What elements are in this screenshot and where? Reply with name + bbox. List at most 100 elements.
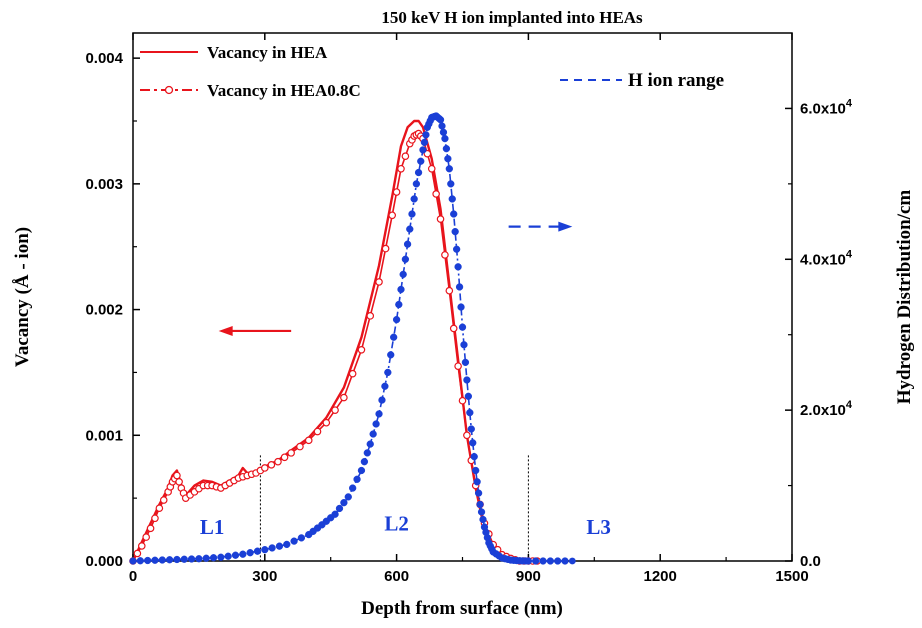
series-line xyxy=(132,115,573,562)
y-left-tick-label: 0.001 xyxy=(85,427,123,444)
region-label-l2: L2 xyxy=(384,511,409,535)
data-point xyxy=(384,368,392,377)
data-point xyxy=(381,244,390,253)
data-point xyxy=(458,323,467,331)
data-point xyxy=(422,131,430,139)
data-point xyxy=(457,303,465,311)
x-tick-label: 1500 xyxy=(775,568,808,585)
data-point xyxy=(442,145,451,153)
data-point xyxy=(142,533,150,541)
data-point xyxy=(470,453,478,461)
data-point xyxy=(445,165,453,173)
x-tick-label: 900 xyxy=(516,568,541,585)
data-point xyxy=(390,333,398,341)
data-point xyxy=(195,555,203,563)
y-right-tick-label: 2.0x104 xyxy=(800,399,853,419)
data-point xyxy=(143,556,152,565)
data-point xyxy=(464,392,473,400)
data-point xyxy=(297,534,306,542)
data-point xyxy=(420,138,429,147)
data-point xyxy=(331,510,339,518)
data-point xyxy=(397,164,405,173)
series-h-ion-range xyxy=(129,112,576,565)
data-point xyxy=(561,557,569,565)
data-point xyxy=(436,116,445,124)
data-point xyxy=(261,546,269,554)
data-point xyxy=(129,557,137,565)
data-point xyxy=(246,549,254,557)
data-point xyxy=(401,152,410,161)
data-point xyxy=(165,556,174,564)
data-point xyxy=(151,556,159,564)
data-point xyxy=(401,255,410,263)
data-point xyxy=(357,466,366,475)
data-point xyxy=(441,134,449,143)
data-point xyxy=(395,300,403,309)
data-point xyxy=(403,240,412,248)
data-point xyxy=(175,477,183,486)
data-point xyxy=(392,188,401,196)
data-point xyxy=(454,362,462,370)
region-label-l3: L3 xyxy=(586,515,611,539)
data-point xyxy=(441,251,449,259)
data-point xyxy=(448,195,456,203)
data-point xyxy=(399,270,407,279)
data-point xyxy=(460,341,468,349)
data-point xyxy=(419,146,427,154)
x-tick-label: 600 xyxy=(384,568,409,585)
data-point xyxy=(447,180,455,188)
axis-ticks: 0 300 600 900 1200 1500 0.000 0.001 0.002 0.003 0.… xyxy=(85,33,853,585)
data-point xyxy=(532,557,540,565)
y-left-axis-title: Vacancy (Å - ion) xyxy=(12,227,33,367)
data-point xyxy=(454,263,462,271)
data-point xyxy=(381,382,389,390)
data-point xyxy=(146,524,155,533)
series-vacancy-hea08c xyxy=(129,129,541,565)
data-point xyxy=(344,493,352,501)
x-tick-label: 0 xyxy=(129,568,137,585)
data-point xyxy=(432,190,440,198)
data-point xyxy=(387,351,395,359)
data-point xyxy=(366,312,375,320)
data-point xyxy=(253,547,262,555)
data-point xyxy=(366,440,374,448)
data-point xyxy=(397,285,405,294)
data-point xyxy=(239,550,247,558)
data-point xyxy=(455,283,464,291)
data-point xyxy=(187,555,196,563)
data-point xyxy=(331,406,339,414)
chart-title: 150 keV H ion implanted into HEAs xyxy=(381,8,643,27)
data-point xyxy=(173,471,181,480)
data-point xyxy=(439,128,448,136)
data-point xyxy=(375,410,383,418)
data-point xyxy=(412,180,421,188)
data-point xyxy=(388,211,397,220)
data-point xyxy=(283,540,291,549)
data-point xyxy=(463,376,471,384)
data-point xyxy=(322,418,331,427)
data-point xyxy=(313,427,322,436)
data-point xyxy=(408,210,416,218)
legend-label-vacancy-hea08c: Vacancy in HEA0.8C xyxy=(207,81,361,100)
data-point xyxy=(375,278,383,286)
data-point xyxy=(372,420,380,428)
data-point xyxy=(274,457,282,466)
data-point xyxy=(539,557,547,565)
data-point xyxy=(474,489,483,497)
legend-item-vacancy-hea: Vacancy in HEA xyxy=(140,43,328,62)
data-point xyxy=(133,549,142,558)
y-right-tick-label: 4.0x104 xyxy=(800,248,853,268)
data-point xyxy=(444,155,452,163)
data-point xyxy=(348,369,357,378)
data-point xyxy=(479,515,487,524)
y-left-tick-label: 0.000 xyxy=(85,553,123,570)
data-point xyxy=(173,555,181,564)
data-point xyxy=(369,430,377,438)
data-point xyxy=(466,409,474,417)
data-point xyxy=(296,442,304,451)
data-point xyxy=(209,554,218,562)
data-point xyxy=(280,453,289,462)
data-point xyxy=(472,466,480,475)
data-point xyxy=(436,215,445,223)
data-point xyxy=(360,458,369,466)
